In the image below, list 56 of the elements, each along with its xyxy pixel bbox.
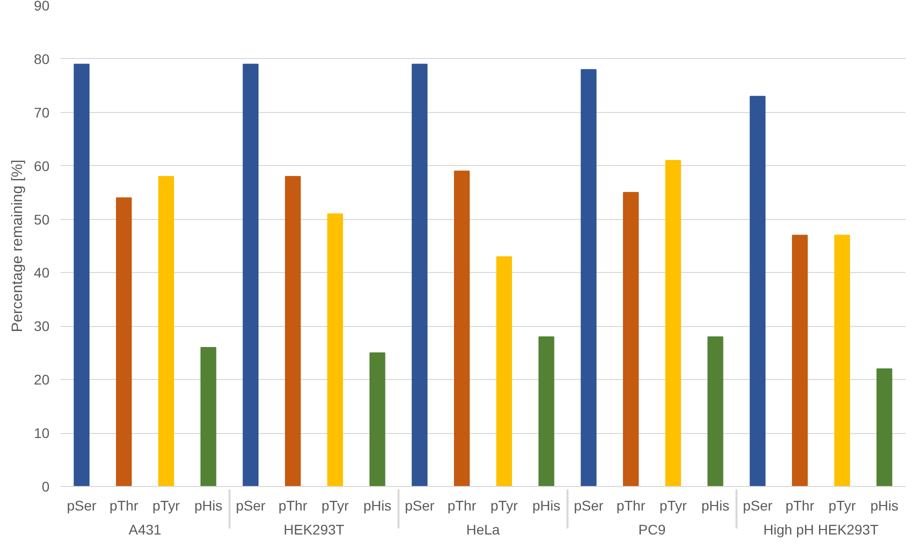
bar <box>412 64 428 486</box>
x-tick-label: HEK293T <box>284 522 345 538</box>
bar <box>454 170 470 486</box>
text: pThr <box>785 498 814 514</box>
y-axis-title: Percentage remaining [%] <box>8 160 26 332</box>
y-tick-label: 10 <box>34 425 50 442</box>
text: pTyr <box>828 498 856 514</box>
series-label: pHis <box>194 498 222 514</box>
text: pThr <box>447 498 476 514</box>
x-tick-label: PC9 <box>638 522 666 538</box>
y-tick-label: 20 <box>34 372 50 388</box>
y-tick-label: 0 <box>42 478 50 494</box>
y-tick-label: 90 <box>34 0 50 14</box>
text: pThr <box>278 498 308 514</box>
bar <box>116 197 132 486</box>
text: pTyr <box>660 498 687 514</box>
text: pHis <box>701 498 730 514</box>
text: pTyr <box>490 498 518 514</box>
bar <box>74 64 90 486</box>
text: pThr <box>616 498 646 514</box>
bar <box>200 347 216 486</box>
y-tick-label: 30 <box>34 318 50 334</box>
bar <box>665 160 682 486</box>
bar <box>284 176 301 486</box>
y-tick-label: 70 <box>34 104 50 120</box>
bar <box>496 256 512 486</box>
bar <box>792 234 808 486</box>
x-tick-label: A431 <box>128 522 162 538</box>
bar <box>622 192 639 486</box>
y-tick-label: 40 <box>34 264 50 281</box>
series-label: pThr <box>109 498 139 514</box>
text: pSer <box>742 498 772 514</box>
bar <box>242 64 259 486</box>
x-tick-label: High pH HEK293T <box>763 522 880 538</box>
bar <box>750 96 766 486</box>
text: pTyr <box>322 498 349 514</box>
text: pSer <box>574 498 604 514</box>
bar <box>834 234 850 486</box>
text: pHis <box>363 498 392 514</box>
bar <box>707 336 724 486</box>
text: pSer <box>66 498 96 514</box>
x-tick-label: HeLa <box>466 522 500 538</box>
text: pHis <box>532 498 560 514</box>
series-label: pSer <box>236 498 266 514</box>
bar <box>158 176 174 486</box>
bar <box>327 213 344 486</box>
text: pHis <box>870 498 898 514</box>
series-label: pTyr <box>152 498 180 514</box>
bar <box>580 69 597 486</box>
bar <box>538 336 554 486</box>
bar <box>876 368 892 486</box>
y-tick-label: 80 <box>34 50 50 67</box>
text: pSer <box>404 498 434 514</box>
y-tick-label: 50 <box>34 211 50 228</box>
y-tick-label: 60 <box>34 158 50 174</box>
bar <box>369 352 386 486</box>
